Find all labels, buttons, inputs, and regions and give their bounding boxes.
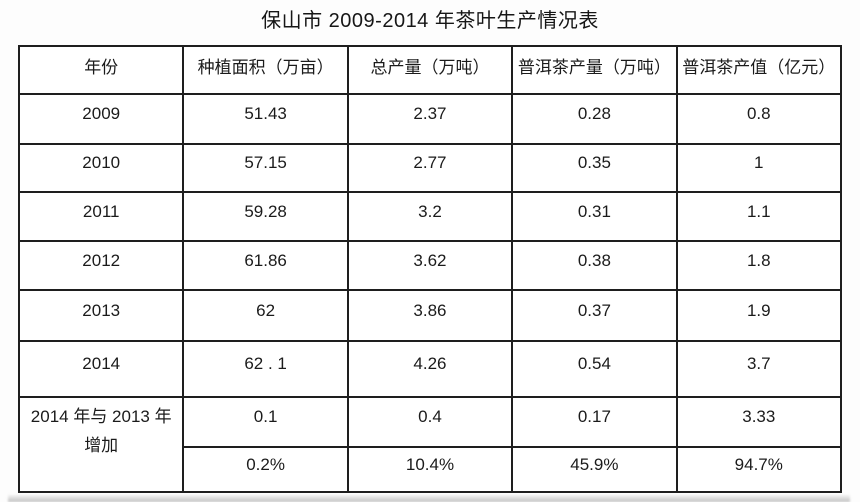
table-cell: 3.86: [346, 289, 514, 342]
table-cell: 45.9%: [511, 446, 678, 493]
table-cell: 3.7: [675, 340, 843, 398]
table-cell: 62 . 1: [182, 340, 349, 398]
table-cell: 0.31: [511, 191, 678, 242]
table-cell: 2.77: [346, 143, 514, 193]
table-cell: 59.28: [182, 191, 349, 242]
table-cell: 0.35: [511, 143, 678, 193]
table-cell: 62: [182, 289, 349, 342]
header-planting-area: 种植面积（万亩）: [182, 45, 349, 95]
table-cell: 10.4%: [346, 446, 514, 493]
tea-production-table: 年份 种植面积（万亩） 总产量（万吨） 普洱茶产量（万吨） 普洱茶产值（亿元） …: [17, 45, 843, 493]
table-cell: 0.4: [346, 396, 514, 448]
year-cell: 2011: [17, 191, 185, 242]
table-cell: 0.8: [675, 93, 843, 145]
header-year: 年份: [17, 45, 185, 95]
table-cell: 2.37: [346, 93, 514, 145]
increase-label-line2: 增加: [84, 436, 119, 455]
header-row: 年份 种植面积（万亩） 总产量（万吨） 普洱茶产量（万吨） 普洱茶产值（亿元）: [17, 45, 843, 95]
year-cell: 2013: [17, 289, 185, 342]
increase-label-line1: 2014 年与 2013 年: [30, 407, 172, 426]
table-row-2012: 2012 61.86 3.62 0.38 1.8: [17, 240, 843, 291]
increase-label-cell: 2014 年与 2013 年 增加: [17, 396, 185, 493]
year-cell: 2009: [17, 93, 185, 145]
table-cell: 1.8: [675, 240, 843, 291]
table-cell: 57.15: [182, 143, 349, 193]
table-row-2013: 2013 62 3.86 0.37 1.9: [17, 289, 843, 342]
table-cell: 0.54: [511, 340, 678, 398]
header-total-output: 总产量（万吨）: [346, 45, 514, 95]
table-row-increase-percents: 0.2% 10.4% 45.9% 94.7%: [19, 446, 843, 493]
table-cell: 3.2: [346, 191, 514, 242]
year-cell: 2012: [17, 240, 185, 291]
header-puer-value: 普洱茶产值（亿元）: [675, 45, 843, 95]
table-cell: 0.38: [511, 240, 678, 291]
year-cell: 2010: [17, 143, 185, 193]
header-puer-output: 普洱茶产量（万吨）: [511, 45, 678, 95]
table-cell: 3.33: [675, 396, 843, 448]
table-cell: 4.26: [346, 340, 514, 398]
table-cell: 0.17: [511, 396, 678, 448]
year-cell: 2014: [17, 340, 185, 398]
table-row-2014: 2014 62 . 1 4.26 0.54 3.7: [17, 340, 843, 398]
table-cell: 1.1: [675, 191, 843, 242]
table-cell: 0.1: [182, 396, 349, 448]
table-cell: 61.86: [182, 240, 349, 291]
table-cell: 3.62: [346, 240, 514, 291]
table-cell: 1.9: [675, 289, 843, 342]
table-row-2010: 2010 57.15 2.77 0.35 1: [17, 143, 843, 193]
table-cell: 0.2%: [182, 446, 349, 493]
table-row-2011: 2011 59.28 3.2 0.31 1.1: [17, 191, 843, 242]
table-cell: 51.43: [182, 93, 349, 145]
table-cell: 94.7%: [675, 446, 843, 493]
table-row-increase-values: 2014 年与 2013 年 增加 0.1 0.4 0.17 3.33: [17, 396, 843, 493]
table-cell: 0.37: [511, 289, 678, 342]
table-row-2009: 2009 51.43 2.37 0.28 0.8: [17, 93, 843, 145]
page-edge-shadow: [8, 494, 850, 502]
table-cell: 1: [675, 143, 843, 193]
table-cell: 0.28: [511, 93, 678, 145]
page-title: 保山市 2009-2014 年茶叶生产情况表: [261, 10, 599, 32]
